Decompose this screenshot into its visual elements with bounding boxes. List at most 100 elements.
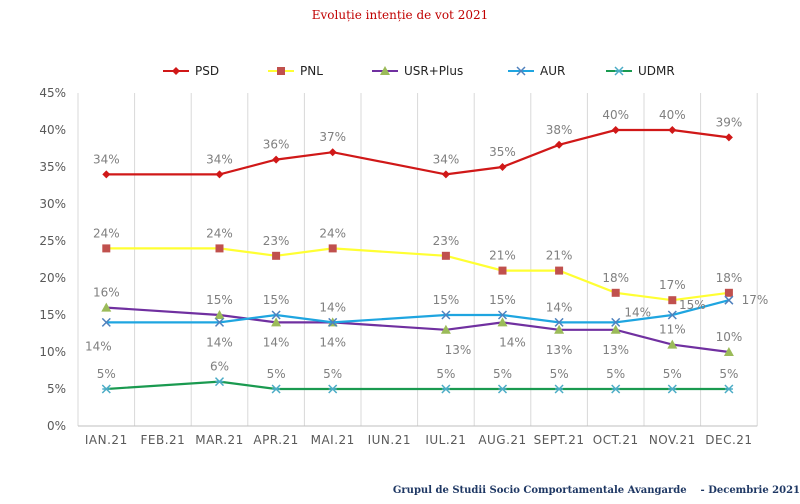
data-label: 14% — [319, 300, 346, 314]
data-label: 14% — [319, 335, 346, 349]
y-tick-label: 10% — [39, 345, 66, 359]
x-tick-label: IAN.21 — [85, 433, 128, 447]
series-line — [106, 128, 730, 176]
y-tick-label: 25% — [39, 234, 66, 248]
triangle-marker — [214, 310, 225, 319]
triangle-marker — [101, 302, 112, 312]
data-label: 24% — [319, 226, 346, 240]
x-marker — [328, 317, 338, 327]
data-label: 5% — [606, 367, 625, 381]
x-tick-label: SEPT.21 — [534, 433, 585, 447]
data-label: 36% — [263, 138, 290, 152]
data-label: 24% — [93, 226, 120, 240]
data-label: 15% — [433, 293, 460, 307]
triangle-marker — [554, 324, 565, 334]
data-label: 15% — [679, 298, 706, 312]
triangle-marker — [440, 324, 451, 334]
series-aur: 14% 14% 15% 14% 15% 15% 14% 14% 15% 17% — [85, 293, 768, 353]
diamond-marker — [441, 170, 450, 179]
triangle-marker — [497, 317, 508, 327]
square-marker — [215, 244, 224, 253]
data-label: 10% — [716, 330, 743, 344]
data-label: 14% — [624, 305, 651, 319]
data-label: 14% — [263, 335, 290, 349]
x-tick-label: DEC.21 — [705, 433, 752, 447]
data-label: 34% — [206, 152, 233, 166]
x-tick-label: MAI.21 — [311, 433, 355, 447]
data-label: 15% — [263, 293, 290, 307]
x-marker — [214, 317, 225, 327]
x-marker — [724, 295, 734, 305]
data-label: 17% — [659, 278, 686, 292]
data-label: 14% — [85, 339, 112, 353]
x-tick-label: FEB.21 — [140, 433, 185, 447]
legend-label: AUR — [540, 64, 565, 78]
series-line — [106, 299, 730, 324]
data-label: 11% — [659, 323, 686, 337]
diamond-marker — [724, 133, 733, 142]
legend-item-usrplus: USR+Plus — [372, 64, 463, 78]
series-udmr: 5% 6% 5% 5% 5% 5% 5% 5% 5% 5% — [97, 360, 738, 394]
legend-label: USR+Plus — [404, 64, 463, 78]
data-label: 5% — [97, 367, 116, 381]
data-label: 5% — [550, 367, 569, 381]
y-tick-label: 30% — [39, 197, 66, 211]
data-label: 6% — [210, 360, 229, 374]
data-label: 17% — [742, 293, 769, 307]
diamond-marker — [555, 140, 564, 149]
chart-title: Evoluție intenție de vot 2021 — [311, 8, 489, 22]
star-marker — [271, 384, 281, 394]
square-marker — [328, 244, 337, 253]
data-label: 18% — [602, 271, 629, 285]
legend-label: PSD — [195, 64, 219, 78]
star-marker — [667, 384, 677, 394]
data-label: 5% — [493, 367, 512, 381]
data-label: 23% — [263, 234, 290, 248]
diamond-marker — [668, 126, 677, 134]
data-label: 21% — [489, 249, 516, 263]
diamond-marker — [102, 170, 111, 179]
data-label: 39% — [716, 115, 743, 129]
x-tick-label: APR.21 — [253, 433, 298, 447]
data-label: 34% — [93, 152, 120, 166]
series-pnl: 24% 24% 23% 24% 23% 21% 21% 18% 17% 18% — [93, 226, 742, 305]
y-tick-label: 20% — [39, 271, 66, 285]
x-tick-label: IUN.21 — [368, 433, 411, 447]
data-label: 13% — [546, 343, 573, 357]
data-label: 14% — [499, 335, 526, 349]
star-marker — [614, 66, 624, 76]
x-marker — [497, 310, 508, 320]
x-marker — [516, 66, 526, 76]
data-label: 40% — [602, 108, 629, 122]
triangle-marker — [723, 347, 734, 356]
square-marker — [272, 251, 281, 260]
legend-item-pnl: PNL — [268, 64, 323, 78]
square-marker — [102, 244, 111, 253]
footer-source: Grupul de Studii Socio Comportamentale A… — [392, 485, 800, 496]
square-marker — [277, 67, 285, 75]
diamond-marker — [172, 67, 180, 75]
legend-item-udmr: UDMR — [606, 64, 675, 78]
data-label: 5% — [267, 367, 286, 381]
data-label: 15% — [206, 293, 233, 307]
y-tick-label: 0% — [47, 419, 66, 433]
diamond-marker — [611, 126, 620, 134]
x-tick-label: AUG.21 — [478, 433, 526, 447]
x-tick-label: MAR.21 — [195, 433, 244, 447]
data-label: 15% — [489, 293, 516, 307]
y-tick-label: 15% — [39, 308, 66, 322]
data-label: 35% — [489, 145, 516, 159]
x-tick-label: NOV.21 — [649, 433, 696, 447]
data-label: 37% — [319, 130, 346, 144]
y-tick-label: 35% — [39, 160, 66, 174]
x-marker — [271, 310, 281, 320]
data-label: 13% — [602, 343, 629, 357]
data-label: 5% — [436, 367, 455, 381]
x-marker — [667, 310, 677, 320]
square-marker — [668, 296, 677, 305]
data-label: 23% — [433, 234, 460, 248]
data-label: 13% — [445, 343, 472, 357]
x-marker — [554, 317, 564, 327]
diamond-marker — [215, 170, 224, 179]
